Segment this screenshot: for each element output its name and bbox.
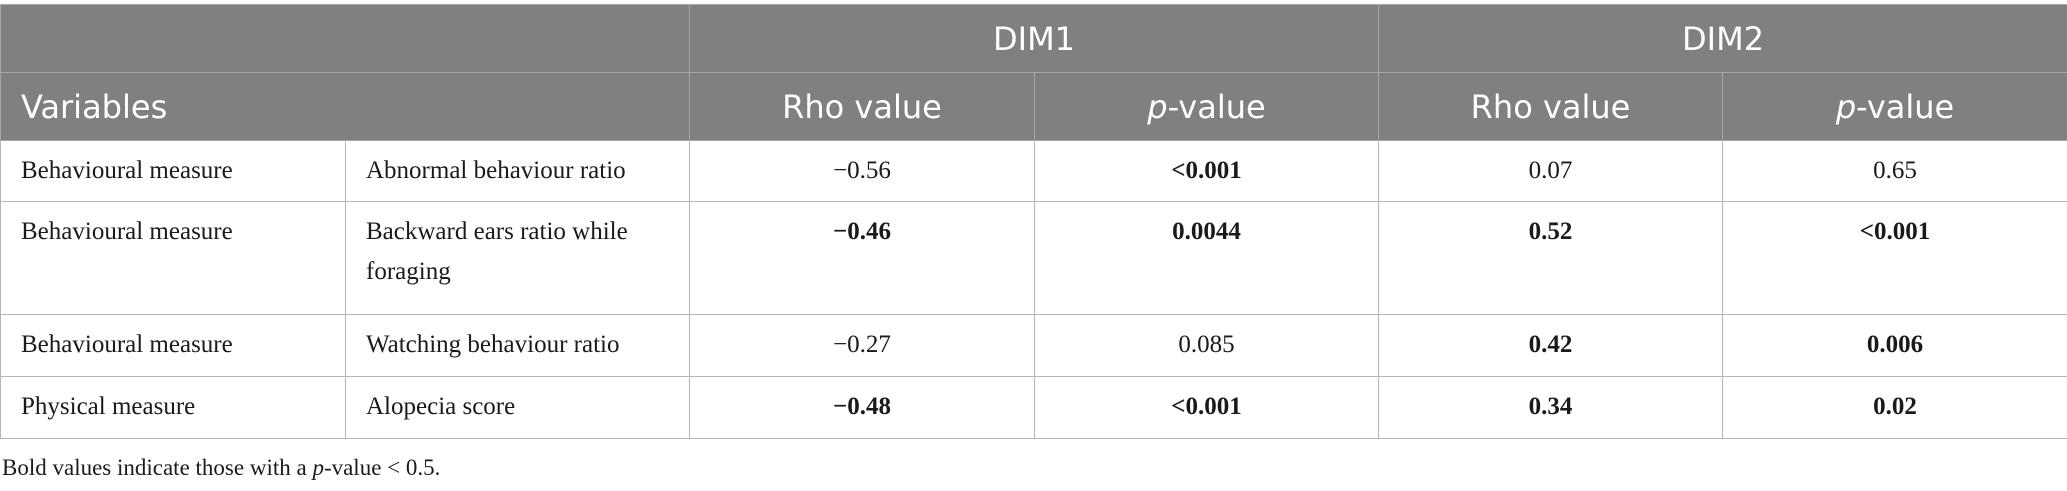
variable-cell: Watching behaviour ratio: [345, 314, 690, 377]
dim2-p-cell: 0.006: [1722, 314, 2067, 377]
category-cell: Behavioural measure: [0, 201, 346, 315]
header-dim1-rho: Rho value: [689, 72, 1035, 141]
dim2-rho-cell: 0.07: [1378, 140, 1724, 202]
footnote-text-end: -value < 0.5.: [323, 455, 441, 480]
table-row: Behavioural measure Abnormal behaviour r…: [0, 140, 2067, 202]
category-cell: Behavioural measure: [0, 314, 346, 377]
dim1-rho-cell: −0.48: [689, 376, 1035, 439]
dim1-rho-cell: −0.56: [689, 140, 1035, 202]
p-suffix: -value: [1856, 87, 1955, 126]
dim1-p-cell: 0.0044: [1033, 201, 1380, 315]
dim2-rho-cell: 0.34: [1378, 376, 1724, 439]
p-italic: p: [1835, 87, 1857, 126]
dim1-p-cell: <0.001: [1033, 376, 1380, 439]
table-footnote: Bold values indicate those with a p-valu…: [2, 455, 440, 481]
category-cell: Physical measure: [0, 376, 346, 439]
table-row: Behavioural measure Watching behaviour r…: [0, 314, 2067, 377]
header-dim1-p: p-value: [1033, 72, 1380, 141]
variable-cell: Alopecia score: [345, 376, 690, 439]
dim1-p-cell: <0.001: [1033, 140, 1380, 202]
footnote-text: Bold values indicate those with a: [2, 455, 313, 480]
category-cell: Behavioural measure: [0, 140, 346, 202]
results-table: DIM1 DIM2 Variables Rho value p-value Rh…: [0, 4, 2067, 439]
dim1-rho-cell: −0.46: [689, 201, 1035, 315]
header-dim2-p: p-value: [1722, 72, 2067, 141]
dim1-rho-cell: −0.27: [689, 314, 1035, 377]
table-row: Physical measure Alopecia score −0.48 <0…: [0, 376, 2067, 439]
header-dim1: DIM1: [688, 4, 1380, 73]
dim2-rho-cell: 0.52: [1378, 201, 1724, 315]
header-variables: Variables: [0, 72, 690, 141]
dim1-p-cell: 0.085: [1033, 314, 1380, 377]
dim2-p-cell: 0.65: [1722, 140, 2067, 202]
dim2-p-cell: 0.02: [1722, 376, 2067, 439]
dim2-p-cell: <0.001: [1722, 201, 2067, 315]
header-dim2-rho: Rho value: [1378, 72, 1724, 141]
footnote-p-italic: p: [312, 455, 324, 480]
variable-cell: Abnormal behaviour ratio: [345, 140, 690, 202]
table-row: Behavioural measure Backward ears ratio …: [0, 201, 2067, 315]
header-group-row: DIM1 DIM2: [0, 4, 2067, 73]
variable-cell: Backward ears ratio while foraging: [345, 201, 690, 315]
dim2-rho-cell: 0.42: [1378, 314, 1724, 377]
header-dim2: DIM2: [1378, 4, 2067, 73]
p-italic: p: [1147, 87, 1168, 126]
header-empty-cell: [0, 4, 690, 73]
header-column-row: Variables Rho value p-value Rho value p-…: [0, 72, 2067, 141]
p-suffix: -value: [1167, 87, 1266, 126]
